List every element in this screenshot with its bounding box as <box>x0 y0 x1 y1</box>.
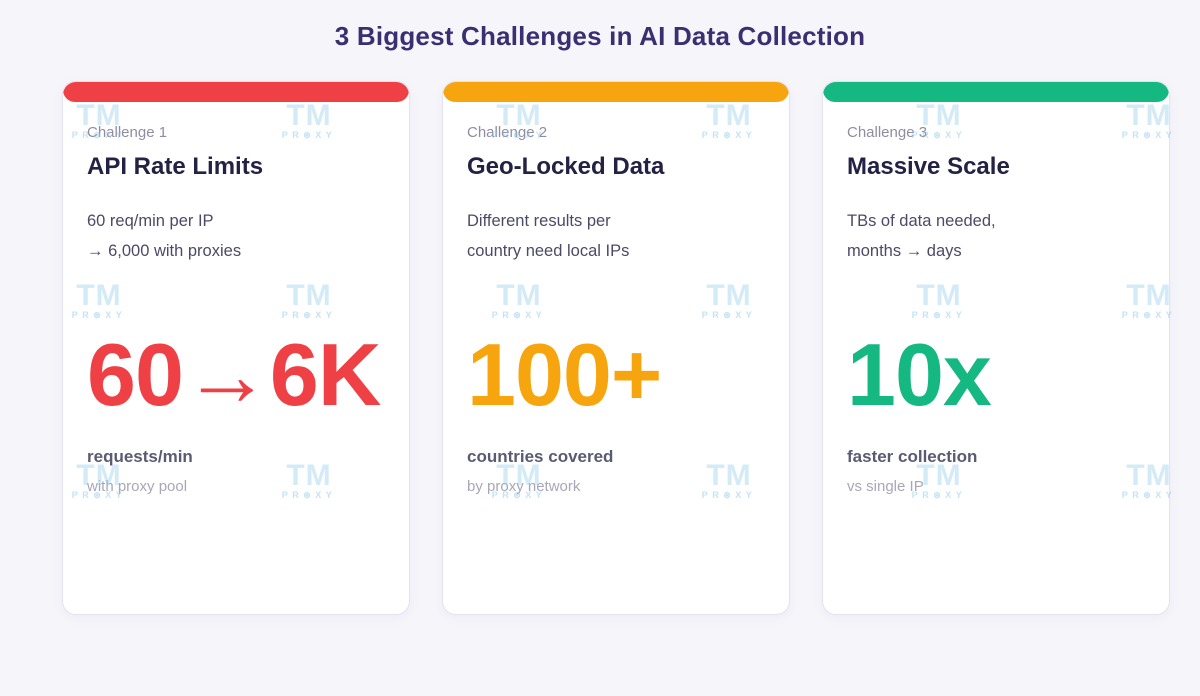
card-body: Challenge 3 Massive Scale TBs of data ne… <box>823 124 1169 495</box>
page-title: 3 Biggest Challenges in AI Data Collecti… <box>334 21 866 51</box>
challenge-card: Challenge 1 API Rate Limits 60 req/min p… <box>62 81 410 615</box>
card-label: Challenge 3 <box>847 124 928 141</box>
card-description: Different results per country need local… <box>467 206 765 266</box>
card-body: Challenge 2 Geo-Locked Data Different re… <box>443 124 789 495</box>
card-description-line: TBs of data needed, <box>847 212 996 230</box>
stat-sublabel: by proxy network <box>467 478 581 495</box>
cards-row: Challenge 1 API Rate Limits 60 req/min p… <box>0 81 1200 615</box>
card-accent-bar <box>63 82 409 102</box>
stat-label: countries covered <box>467 447 614 466</box>
stat-label: requests/min <box>87 447 193 466</box>
card-description-line: 60 req/min per IP <box>87 212 214 230</box>
card-label: Challenge 2 <box>467 124 548 141</box>
card-description-line: country need local IPs <box>467 242 630 260</box>
card-description-line: Different results per <box>467 212 611 230</box>
card-title: API Rate Limits <box>87 153 264 180</box>
card-body: Challenge 1 API Rate Limits 60 req/min p… <box>63 124 409 495</box>
challenge-card: Challenge 3 Massive Scale TBs of data ne… <box>822 81 1170 615</box>
card-accent-bar <box>823 82 1169 102</box>
stat-value: 100+ <box>467 325 662 424</box>
card-description-line: months → days <box>847 242 962 260</box>
stat-value: 10x <box>847 325 992 424</box>
challenge-card: Challenge 2 Geo-Locked Data Different re… <box>442 81 790 615</box>
card-description: 60 req/min per IP → 6,000 with proxies <box>87 206 385 266</box>
card-title: Massive Scale <box>847 153 1010 180</box>
stat-sublabel: vs single IP <box>847 478 924 495</box>
card-description-line: → 6,000 with proxies <box>87 242 242 260</box>
card-accent-bar <box>443 82 789 102</box>
stat-label: faster collection <box>847 447 978 466</box>
card-label: Challenge 1 <box>87 124 168 141</box>
card-title: Geo-Locked Data <box>467 153 665 180</box>
card-description: TBs of data needed, months → days <box>847 206 1145 266</box>
stat-value: 60→6K <box>87 325 381 424</box>
stat-sublabel: with proxy pool <box>87 478 188 495</box>
